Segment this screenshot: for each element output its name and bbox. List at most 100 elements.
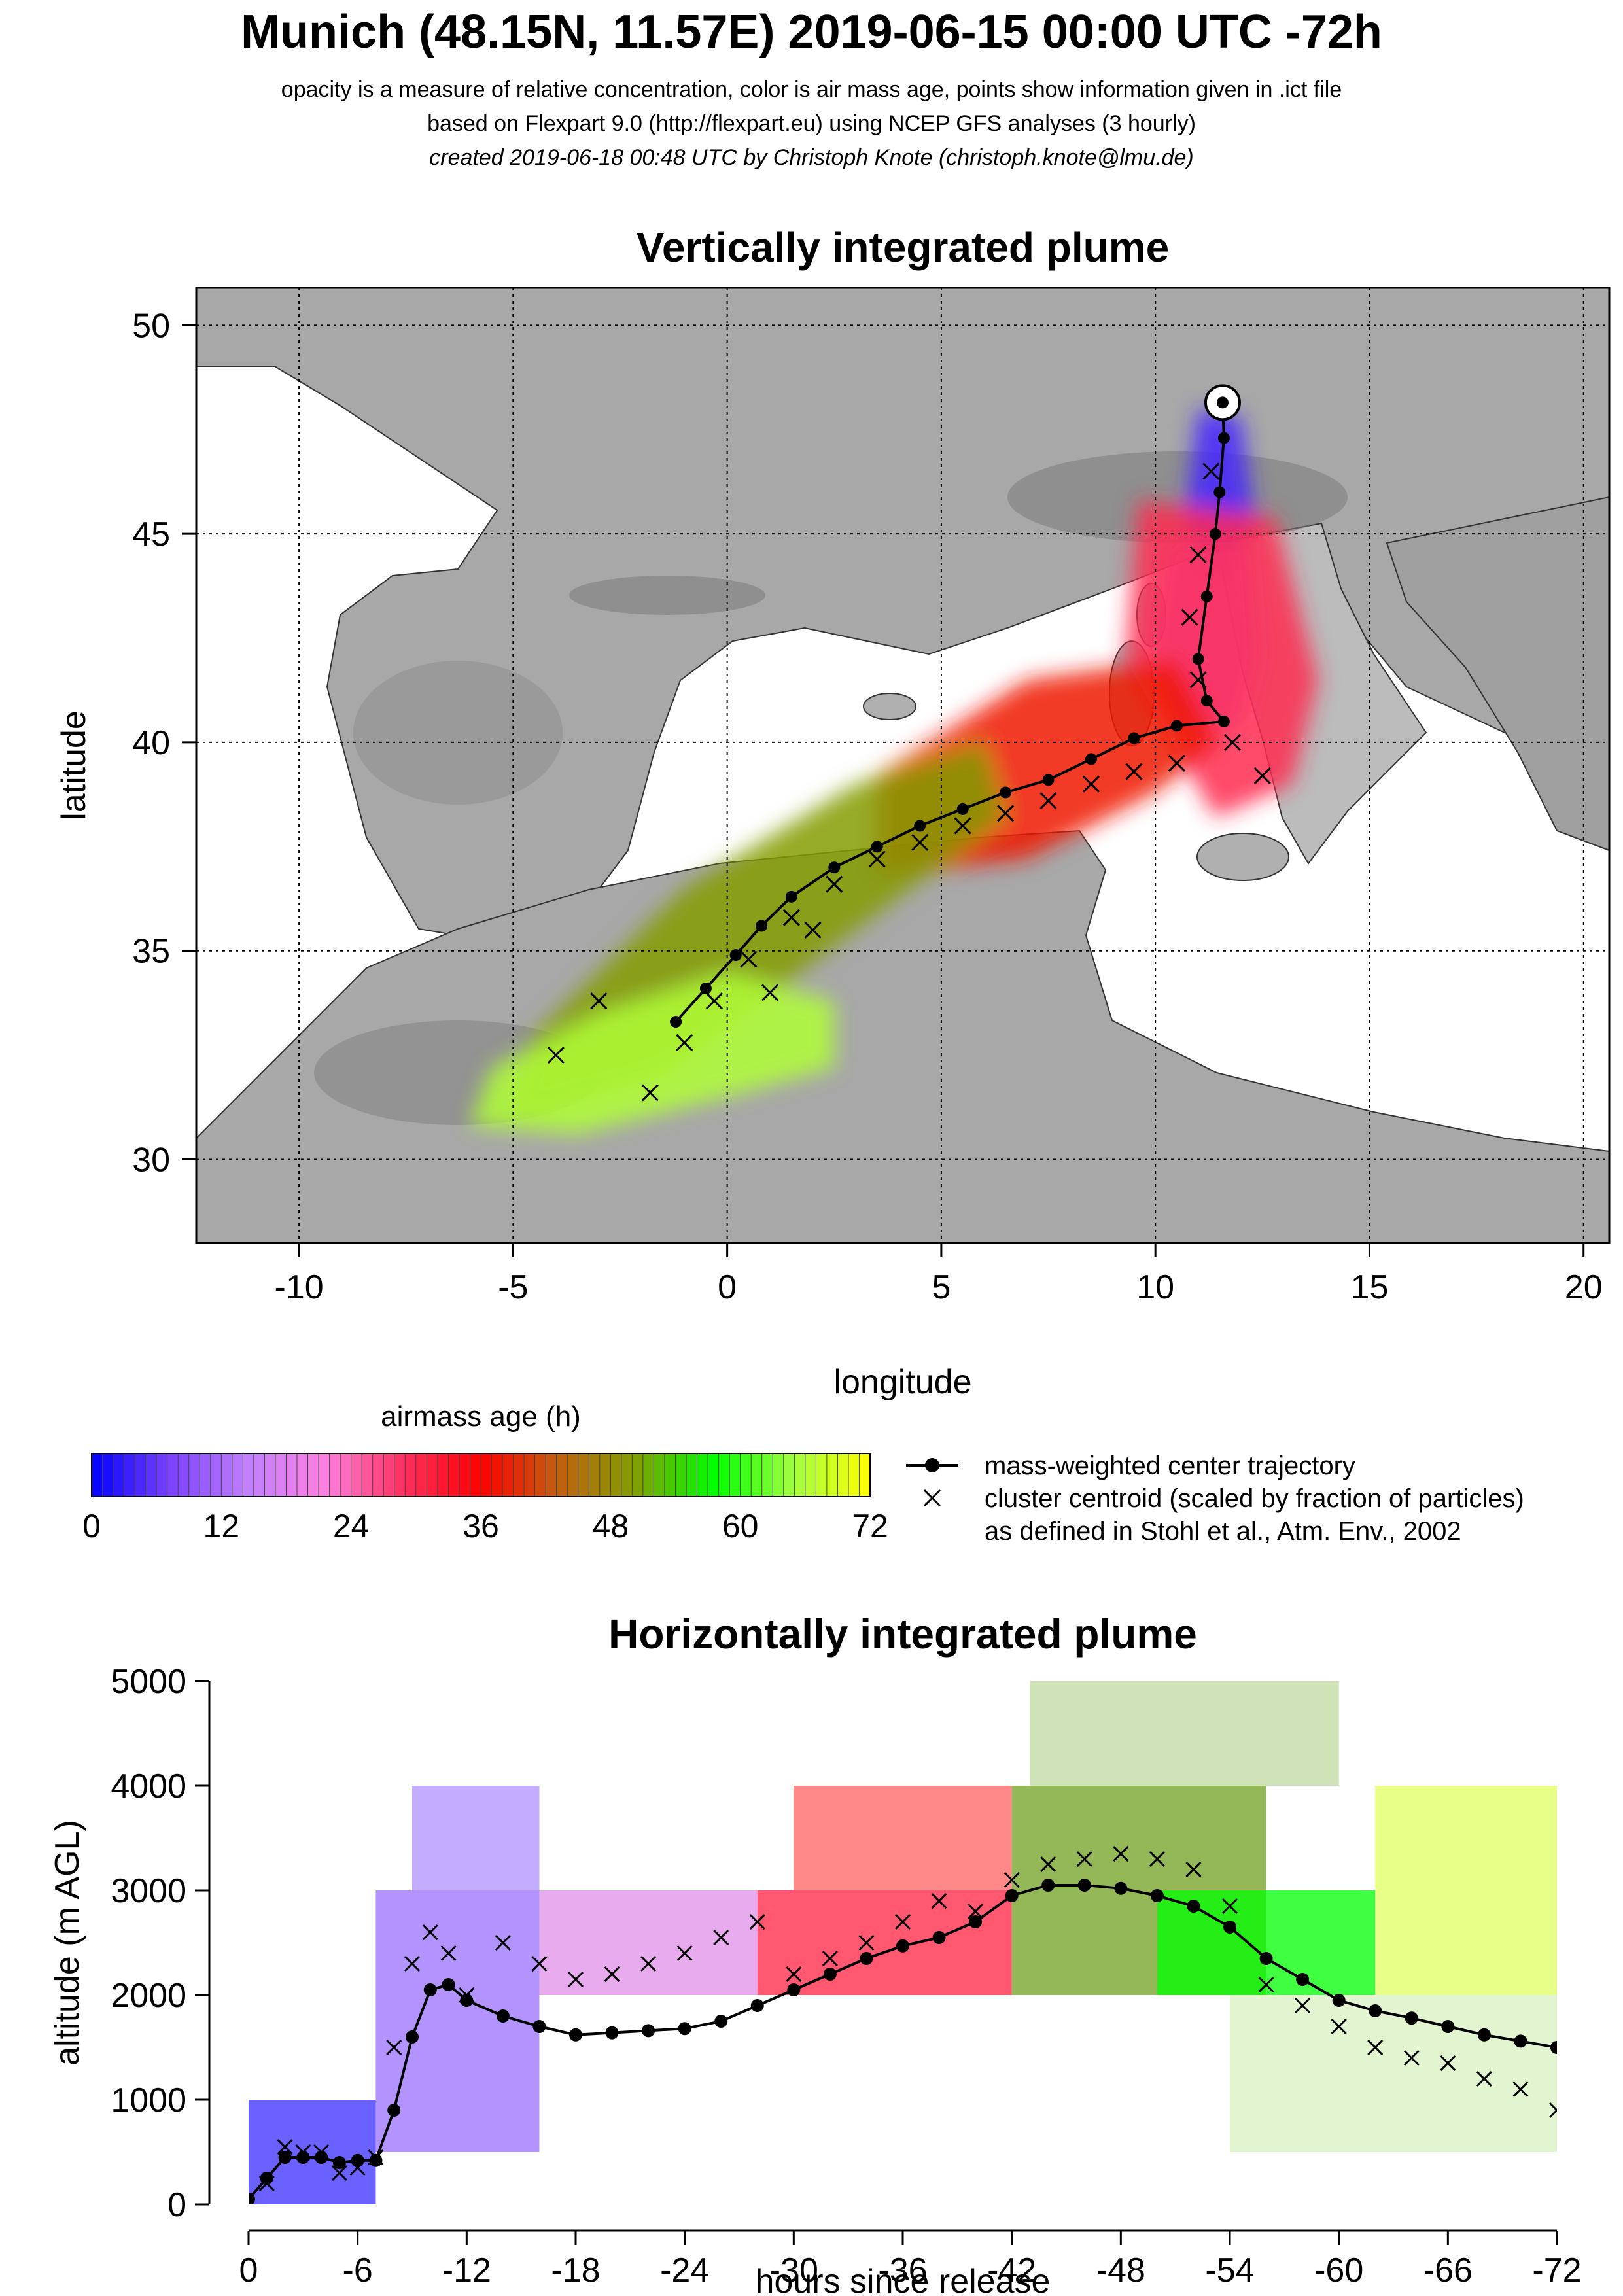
altitude-trajectory-point (1332, 1994, 1346, 2007)
altitude-trajectory-point (1187, 1900, 1200, 1913)
map-y-tick-label: 50 (132, 307, 170, 345)
map-trajectory-point (699, 983, 712, 995)
colorbar-swatch (837, 1453, 849, 1497)
map-centroid-marker (997, 805, 1015, 822)
map-centroid-marker (826, 875, 843, 893)
altitude-trajectory-point (278, 2151, 292, 2164)
colorbar-swatch (567, 1453, 579, 1497)
colorbar-swatch (307, 1453, 320, 1497)
colorbar-swatch (286, 1453, 298, 1497)
colorbar-swatch (167, 1453, 179, 1497)
land-masses (196, 288, 1609, 1243)
altitude-x-tick-label: -42 (987, 2252, 1036, 2289)
altitude-centroid-marker (1076, 1851, 1092, 1868)
map-y-tick-label: 45 (132, 515, 170, 553)
altitude-centroid-marker (1113, 1845, 1129, 1862)
colorbar-swatch (318, 1453, 330, 1497)
colorbar-tick-label: 60 (722, 1508, 759, 1544)
altitude-trajectory-point (1005, 1889, 1019, 1902)
map-trajectory-point (670, 1016, 682, 1028)
colorbar-swatch (707, 1453, 720, 1497)
plume-band-5 (470, 971, 835, 1135)
altitude-center-trajectory (249, 1879, 1557, 2204)
map-trajectory-point (1192, 653, 1204, 665)
altitude-trajectory-point (569, 2028, 582, 2042)
map-trajectory-point (871, 841, 883, 853)
altitude-trajectory-point (442, 1978, 455, 1991)
map-centroid-marker (1253, 767, 1271, 784)
colorbar-swatch (113, 1453, 125, 1497)
altitude-centroid-marker (386, 2039, 402, 2056)
altitude-y-tick-label: 3000 (111, 1872, 186, 1910)
colorbar-swatch (610, 1453, 622, 1497)
map-title: Vertically integrated plume (637, 224, 1170, 271)
colorbar-swatch (426, 1453, 438, 1497)
colorbar-swatch (858, 1453, 871, 1497)
legend-entry-centroid: cluster centroid (scaled by fraction of … (985, 1484, 1524, 1513)
map-centroid-marker (954, 817, 971, 835)
colorbar-swatch (220, 1453, 233, 1497)
colorbar-tick-label: 0 (82, 1508, 101, 1544)
map-x-tick-label: 5 (932, 1268, 951, 1306)
colorbar-swatch (653, 1453, 665, 1497)
altitude-centroid-marker (1149, 1851, 1165, 1868)
map-centroid-marker (1125, 763, 1143, 780)
altitude-plume-block-7 (1030, 1681, 1339, 1786)
altitude-x-tick-label: -60 (1314, 2252, 1363, 2289)
map-grid (196, 288, 1609, 1243)
altitude-plume-block-9 (1375, 1786, 1557, 1995)
altitude-y-tick-label: 5000 (111, 1663, 186, 1701)
altitude-centroid-marker (604, 1966, 620, 1983)
altitude-centroid-marker (822, 1950, 838, 1967)
altitude-trajectory-point (1259, 1952, 1273, 1965)
altitude-centroid-marker (1258, 1976, 1274, 1993)
map-trajectory-point (756, 920, 767, 932)
map-trajectory-point (785, 890, 797, 903)
altitude-centroid-marker (495, 1934, 511, 1951)
map-trajectory-point (1209, 528, 1221, 540)
figure-subtitle-opacity: opacity is a measure of relative concent… (281, 77, 1342, 102)
map-frame (195, 287, 1611, 1244)
colorbar-swatch (642, 1453, 655, 1497)
relief-pyrenees (569, 576, 765, 615)
colorbar-swatch (383, 1453, 395, 1497)
altitude-trajectory-point (1041, 1879, 1055, 1892)
map-x-tick-label: 15 (1351, 1268, 1389, 1306)
colorbar-swatch (296, 1453, 309, 1497)
altitude-centroid-marker (1331, 2018, 1347, 2035)
altitude-trajectory-point (260, 2172, 273, 2185)
colorbar-swatch (783, 1453, 795, 1497)
land-mallorca (863, 693, 916, 720)
altitude-trajectory-point (1405, 2011, 1418, 2025)
colorbar-swatch (686, 1453, 698, 1497)
altitude-centroid-marker (1367, 2039, 1384, 2056)
map-x-tick-label: 10 (1136, 1268, 1174, 1306)
colorbar-swatch (664, 1453, 676, 1497)
altitude-x-tick-label: -30 (769, 2252, 818, 2289)
colorbar-swatch (621, 1453, 633, 1497)
colorbar-swatch (188, 1453, 201, 1497)
altitude-trajectory-point (932, 1931, 946, 1944)
map-centroid-marker (705, 992, 724, 1010)
colorbar-swatch (815, 1453, 828, 1497)
altitude-trajectory-point (750, 1999, 764, 2012)
altitude-centroid-marker (1185, 1861, 1202, 1878)
colorbar (91, 1453, 871, 1497)
colorbar-swatch (826, 1453, 839, 1497)
colorbar-swatch (523, 1453, 536, 1497)
altitude-trajectory-point (678, 2022, 691, 2036)
altitude-x-tick-label: -54 (1205, 2252, 1254, 2289)
altitude-centroid-marker (1440, 2055, 1456, 2072)
altitude-plume-block-1 (375, 1890, 540, 2152)
altitude-plume-block-4 (757, 1890, 1012, 1995)
altitude-centroid-marker (1512, 2081, 1529, 2098)
altitude-centroid-marker (968, 1903, 984, 1920)
altitude-centroid-marker (713, 1929, 729, 1946)
map-centroid-marker (1223, 733, 1242, 751)
altitude-y-tick-label: 0 (167, 2186, 186, 2224)
altitude-plot-area (249, 1681, 1557, 2204)
map-trajectory-point (1217, 432, 1230, 444)
map-y-axis: 30 35 40 45 50 (132, 307, 196, 1179)
altitude-trajectory-point (249, 2193, 255, 2204)
altitude-trajectory-point (1477, 2028, 1491, 2042)
